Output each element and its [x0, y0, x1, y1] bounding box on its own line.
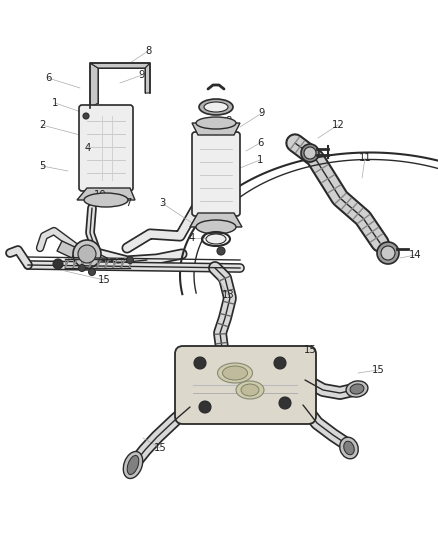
Circle shape — [78, 245, 96, 263]
Ellipse shape — [340, 437, 358, 459]
Circle shape — [274, 357, 286, 369]
Ellipse shape — [196, 117, 236, 129]
Ellipse shape — [344, 441, 354, 455]
Polygon shape — [90, 63, 150, 68]
Text: 1: 1 — [52, 98, 58, 108]
Polygon shape — [190, 213, 242, 227]
Text: 4: 4 — [189, 233, 195, 243]
Text: 10: 10 — [94, 190, 106, 200]
Ellipse shape — [196, 220, 236, 234]
Text: 12: 12 — [332, 120, 344, 130]
Polygon shape — [192, 123, 240, 135]
Circle shape — [377, 242, 399, 264]
FancyBboxPatch shape — [79, 105, 133, 191]
Text: 2: 2 — [39, 120, 45, 130]
Polygon shape — [57, 241, 77, 258]
Text: 15: 15 — [98, 275, 110, 285]
Circle shape — [88, 269, 95, 276]
Circle shape — [127, 256, 134, 263]
Ellipse shape — [236, 381, 264, 399]
Ellipse shape — [350, 384, 364, 394]
Ellipse shape — [123, 451, 143, 479]
Text: 14: 14 — [409, 250, 421, 260]
FancyBboxPatch shape — [175, 346, 316, 424]
Text: 15: 15 — [154, 443, 166, 453]
Circle shape — [199, 401, 211, 413]
Ellipse shape — [241, 384, 259, 396]
Circle shape — [73, 240, 101, 268]
Text: 8: 8 — [145, 46, 151, 56]
Text: 13: 13 — [222, 290, 234, 300]
Text: 6: 6 — [45, 73, 51, 83]
Ellipse shape — [346, 381, 368, 397]
Text: 15: 15 — [304, 345, 316, 355]
Text: 6: 6 — [257, 138, 263, 148]
Circle shape — [83, 113, 89, 119]
Polygon shape — [90, 63, 98, 108]
Circle shape — [279, 397, 291, 409]
Text: 7: 7 — [125, 198, 131, 208]
Text: 4: 4 — [85, 143, 91, 153]
Circle shape — [78, 264, 85, 271]
Polygon shape — [77, 188, 135, 200]
Circle shape — [304, 147, 316, 159]
Text: 11: 11 — [359, 153, 371, 163]
Text: 8: 8 — [225, 116, 231, 126]
Text: 5: 5 — [39, 161, 45, 171]
Circle shape — [53, 259, 63, 269]
Text: 3: 3 — [159, 198, 165, 208]
Text: 9: 9 — [139, 70, 145, 80]
Ellipse shape — [204, 102, 228, 112]
Ellipse shape — [218, 363, 252, 383]
Ellipse shape — [206, 234, 226, 244]
Ellipse shape — [223, 366, 247, 380]
Text: 9: 9 — [259, 108, 265, 118]
Text: 1: 1 — [257, 155, 263, 165]
Polygon shape — [145, 63, 150, 93]
Circle shape — [301, 144, 319, 162]
Ellipse shape — [199, 99, 233, 115]
Circle shape — [194, 357, 206, 369]
FancyBboxPatch shape — [192, 132, 240, 216]
Ellipse shape — [84, 193, 128, 207]
Circle shape — [381, 246, 395, 260]
Text: 15: 15 — [371, 365, 385, 375]
Circle shape — [217, 247, 225, 255]
Ellipse shape — [127, 456, 139, 474]
